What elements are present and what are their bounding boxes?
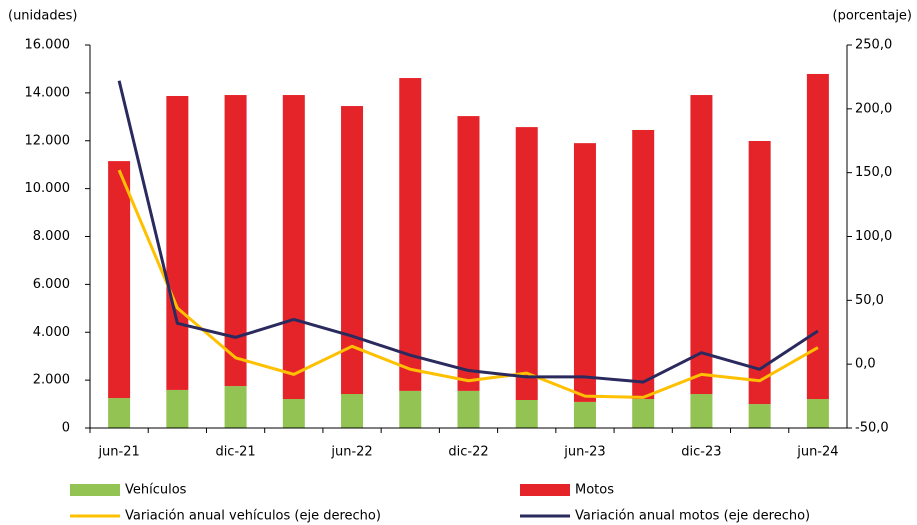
bar <box>806 399 829 428</box>
bar <box>399 390 422 428</box>
x-tick-label: dic-21 <box>215 445 255 460</box>
bar <box>399 78 422 391</box>
bar <box>341 394 364 428</box>
bar <box>748 404 771 428</box>
legend-label: Motos <box>575 483 614 498</box>
y-tick-label: 14.000 <box>25 85 71 100</box>
y-tick-label: 8.000 <box>33 229 70 244</box>
y-tick-label: 16.000 <box>25 38 71 53</box>
line <box>117 169 819 399</box>
y2-tick-label: -50,0 <box>855 421 889 436</box>
legend-label: Variación anual motos (eje derecho) <box>575 509 810 524</box>
x-tick-label: jun-24 <box>796 445 838 460</box>
bar <box>166 389 189 428</box>
legend-label: Variación anual vehículos (eje derecho) <box>125 509 381 524</box>
bar <box>748 140 771 405</box>
x-tick-label: dic-23 <box>681 445 721 460</box>
bar <box>515 127 538 400</box>
y2-tick-label: 100,0 <box>855 229 892 244</box>
x-tick-label: jun-22 <box>330 445 372 460</box>
y-tick-label: 2.000 <box>33 373 70 388</box>
y-tick-label: 12.000 <box>25 133 71 148</box>
legend-swatch <box>70 484 120 496</box>
bar <box>108 398 131 428</box>
legend-swatch <box>520 484 570 496</box>
y-tick-label: 10.000 <box>25 181 71 196</box>
y2-tick-label: 0,0 <box>855 357 876 372</box>
bar <box>282 95 305 400</box>
y2-tick-label: 50,0 <box>855 293 884 308</box>
y2-tick-label: 150,0 <box>855 165 892 180</box>
bar <box>690 394 713 428</box>
bar <box>224 95 247 387</box>
bar <box>457 390 480 428</box>
bar <box>341 106 364 395</box>
legend-label: Vehículos <box>125 483 187 498</box>
x-tick-label: dic-22 <box>448 445 488 460</box>
y-tick-label: 4.000 <box>33 325 70 340</box>
y-tick-label: 6.000 <box>33 277 70 292</box>
bar <box>806 73 829 400</box>
line <box>117 80 819 384</box>
bar <box>282 399 305 428</box>
y-tick-label: 0 <box>62 421 70 436</box>
bar <box>515 399 538 428</box>
y2-tick-label: 200,0 <box>855 101 892 116</box>
y2-axis-label: (porcentaje) <box>833 9 912 24</box>
bar <box>690 95 713 395</box>
x-tick-label: jun-21 <box>97 445 139 460</box>
bar <box>632 399 655 428</box>
bar <box>108 161 131 399</box>
y2-tick-label: 250,0 <box>855 38 892 53</box>
bar <box>224 386 247 428</box>
bar <box>457 116 480 391</box>
bar <box>632 129 655 400</box>
bar <box>573 143 596 402</box>
bar <box>573 401 596 428</box>
x-tick-label: jun-23 <box>563 445 605 460</box>
y-axis-label: (unidades) <box>8 9 77 24</box>
bar <box>166 95 189 390</box>
